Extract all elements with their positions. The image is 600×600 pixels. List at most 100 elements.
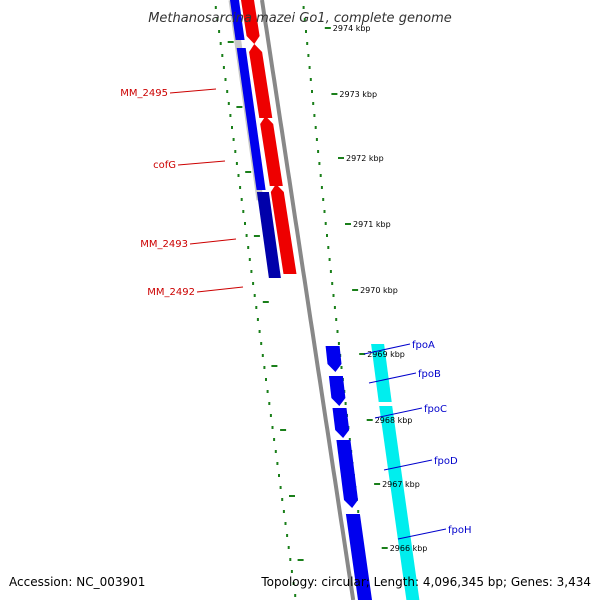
gene-labels: MM_2495 cofG MM_2493 MM_2492 fpoA fpoB fpoC fpo… [120, 88, 472, 540]
tick-dot [245, 234, 248, 237]
major-tick [345, 223, 351, 225]
inner-major-tick [262, 301, 269, 303]
tick-dot [273, 438, 276, 441]
accession-text: Accession: NC_003901 [9, 575, 145, 589]
tick-dot [265, 378, 267, 381]
inner-major-tick [253, 235, 260, 237]
tick-dot [226, 90, 229, 93]
tick-label: 2970 kbp [360, 286, 398, 295]
tick-dot [348, 438, 351, 441]
tick-dot [235, 162, 238, 165]
tick-dot [306, 42, 309, 45]
tick-dot [290, 570, 293, 573]
tick-dot [308, 66, 311, 69]
inner-major-tick [289, 495, 295, 497]
tick-dot [256, 318, 259, 321]
tick-dot [266, 390, 269, 393]
tick-dot [224, 78, 227, 81]
tick-dot [292, 582, 295, 585]
inner-major-tick [245, 171, 252, 173]
tick-dot [317, 150, 320, 153]
tick-dot [261, 354, 264, 357]
tick-dot [336, 330, 339, 333]
tick-dot [268, 402, 271, 405]
tick-dot [337, 342, 340, 345]
gene-block-cofg [260, 116, 283, 186]
tick-dot [229, 114, 232, 117]
tick-dot [282, 510, 285, 513]
tick-dot [214, 6, 217, 9]
major-tick [381, 547, 388, 549]
gene-label-line [177, 160, 226, 166]
tick-labels: 2974 kbp 2973 kbp 2972 kbp 2971 kbp 2970 kbp… [333, 24, 428, 553]
major-tick [366, 419, 373, 421]
gene-label-right[interactable]: fpoD [434, 456, 458, 467]
tick-dot [221, 54, 224, 57]
major-tick [338, 157, 344, 159]
tick-dot [289, 558, 292, 561]
tick-dot [258, 330, 261, 333]
tick-dot [231, 126, 233, 129]
tick-dot [302, 6, 305, 9]
tick-dot [287, 546, 290, 549]
tick-dot [331, 282, 334, 285]
tick-dot [344, 402, 347, 405]
tick-dot [279, 486, 282, 489]
gene-label-line [169, 88, 217, 94]
map-title: Methanosarcina mazei Go1, complete genom… [148, 11, 452, 26]
tick-dot [274, 450, 277, 453]
tick-dot [307, 54, 310, 57]
gene-block-fpoc [332, 408, 350, 438]
genome-backbone [260, 0, 356, 600]
tick-dot [281, 498, 284, 501]
tick-dot [320, 186, 323, 189]
inner-major-tick [297, 559, 304, 561]
gene-label-left[interactable]: MM_2492 [147, 287, 195, 298]
gene-label-right[interactable]: fpoH [448, 525, 472, 536]
tick-dot [319, 174, 322, 177]
tick-dot [335, 318, 338, 321]
gene-label-left[interactable]: MM_2493 [140, 239, 188, 250]
tick-dot [252, 282, 255, 285]
tick-dot [315, 138, 318, 141]
tick-dot [311, 90, 313, 93]
gene-label-right[interactable]: fpoC [424, 404, 447, 415]
tick-dot [323, 210, 326, 213]
tick-dot [232, 138, 235, 141]
tick-dot [248, 258, 251, 261]
tick-dot [314, 126, 317, 129]
tick-dot [219, 42, 222, 45]
tick-label: 2972 kbp [346, 154, 384, 163]
tick-dot [271, 426, 274, 429]
tick-dot [357, 510, 360, 513]
gene-block-fpo-cyan [379, 406, 420, 600]
gene-label-right[interactable]: fpoA [412, 340, 435, 351]
gene-label-right[interactable]: fpoB [418, 369, 441, 380]
genome-summary-text: Topology: circular; Length: 4,096,345 bp… [260, 575, 591, 589]
gene-block-mm2493 [256, 192, 281, 278]
tick-label: 2966 kbp [390, 544, 428, 553]
gene-block-fpob [328, 376, 346, 406]
tick-dot [240, 198, 243, 201]
gene-label-left[interactable]: MM_2495 [120, 88, 168, 99]
inner-major-tick [227, 41, 234, 43]
gene-block-mm2492 [270, 184, 297, 274]
tick-dot [322, 198, 325, 201]
gene-label-line [189, 238, 237, 245]
tick-dot [332, 294, 335, 297]
gene-label-left[interactable]: cofG [153, 160, 176, 171]
gene-block-fpoa [325, 346, 342, 372]
gene-block-upper-2 [236, 48, 266, 190]
tick-dot [294, 594, 297, 597]
major-tick [331, 93, 338, 95]
gene-label-line [196, 286, 244, 293]
tick-dot [326, 234, 328, 237]
gene-label-line [397, 528, 447, 540]
gene-block-fpoh [345, 514, 372, 600]
tick-dot [253, 294, 256, 297]
tick-label: 2974 kbp [333, 24, 371, 33]
tick-dot [303, 18, 306, 21]
tick-dot [312, 102, 315, 105]
major-tick [352, 289, 359, 291]
tick-dot [239, 186, 242, 189]
